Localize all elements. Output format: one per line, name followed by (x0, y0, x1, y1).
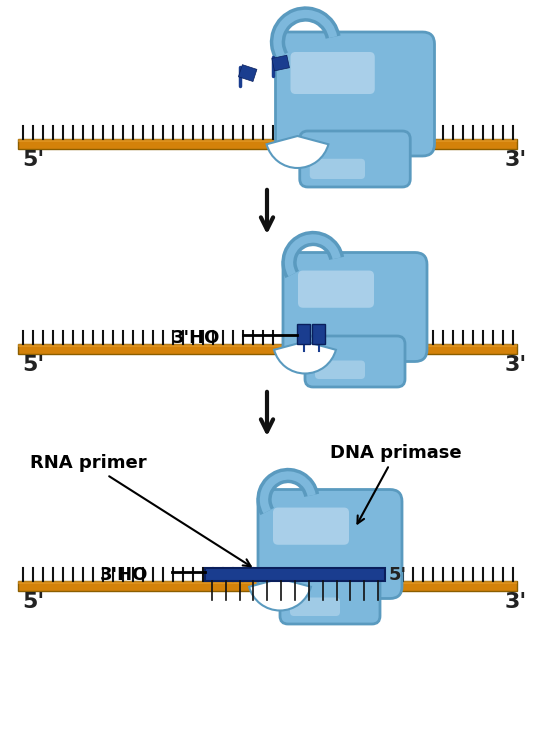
Text: 3'HO: 3'HO (100, 566, 148, 584)
Wedge shape (274, 341, 336, 374)
Bar (297, 324, 310, 344)
Bar (312, 324, 325, 344)
Bar (18, 581, 517, 584)
FancyBboxPatch shape (315, 360, 365, 379)
Wedge shape (266, 136, 328, 168)
FancyBboxPatch shape (280, 573, 380, 624)
Bar (205, 568, 385, 581)
Polygon shape (272, 55, 289, 71)
FancyBboxPatch shape (276, 32, 434, 156)
Text: 5': 5' (22, 592, 44, 612)
FancyBboxPatch shape (291, 52, 374, 94)
Polygon shape (239, 65, 257, 81)
Text: 5': 5' (22, 150, 44, 170)
Text: 3': 3' (505, 592, 528, 612)
FancyBboxPatch shape (290, 597, 340, 616)
FancyBboxPatch shape (310, 159, 365, 179)
FancyBboxPatch shape (298, 271, 374, 308)
FancyBboxPatch shape (305, 336, 405, 387)
Text: RNA primer: RNA primer (30, 454, 251, 566)
Text: 3': 3' (505, 150, 528, 170)
FancyBboxPatch shape (300, 131, 410, 187)
FancyBboxPatch shape (258, 490, 402, 598)
Text: 5': 5' (22, 355, 44, 375)
Bar (18, 139, 517, 142)
FancyBboxPatch shape (283, 252, 427, 362)
Bar (18, 139, 517, 149)
Wedge shape (249, 578, 311, 611)
FancyBboxPatch shape (273, 507, 349, 545)
Text: 5': 5' (389, 566, 407, 584)
Text: 3'HO: 3'HO (172, 329, 220, 347)
Bar (18, 344, 517, 354)
Bar (18, 581, 517, 591)
Bar (18, 344, 517, 347)
Text: 3': 3' (505, 355, 528, 375)
Text: DNA primase: DNA primase (330, 444, 462, 523)
